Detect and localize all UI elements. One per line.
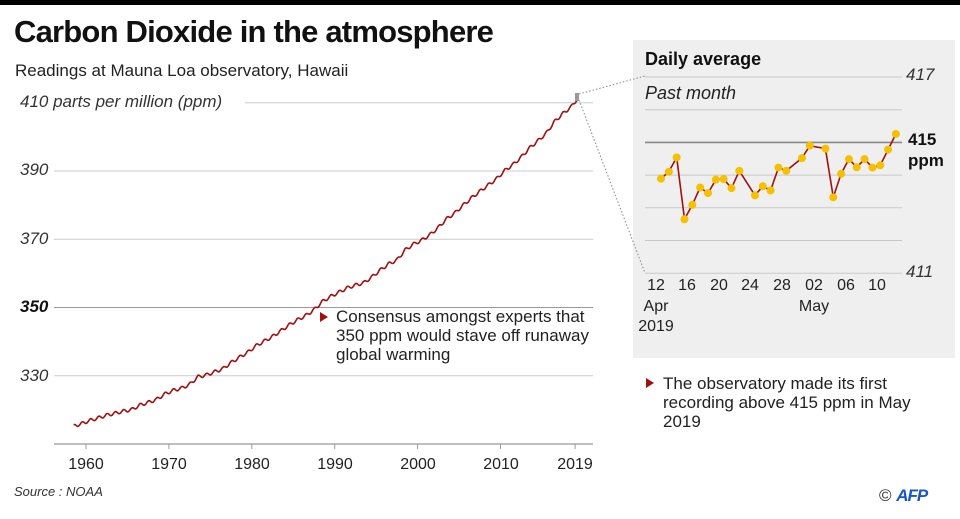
inset-y-tick-417: 417 xyxy=(906,65,935,84)
daily-point xyxy=(672,153,681,162)
connector-line-top xyxy=(578,75,646,95)
daily-point xyxy=(837,169,846,178)
daily-point xyxy=(844,155,853,164)
daily-point xyxy=(750,191,759,200)
daily-point xyxy=(657,174,665,183)
afp-logo: AFP xyxy=(896,486,928,505)
daily-point xyxy=(703,189,712,198)
inset-x-tick-24: 24 xyxy=(741,277,759,294)
daily-point xyxy=(719,175,728,184)
daily-point xyxy=(868,163,877,172)
y-tick-330: 330 xyxy=(20,366,49,385)
daily-point xyxy=(774,163,783,172)
copyright-symbol: © xyxy=(879,486,892,505)
inset-x-tick-20: 20 xyxy=(710,277,728,294)
inset-panel xyxy=(633,40,955,358)
x-tick-1960: 1960 xyxy=(68,456,104,473)
chart-subtitle: Readings at Mauna Loa observatory, Hawai… xyxy=(15,61,349,80)
annotation-350: Consensus amongst experts that 350 ppm w… xyxy=(336,307,589,364)
annotation-415: The observatory made its first recording… xyxy=(663,374,911,431)
y-tick-370: 370 xyxy=(20,229,49,248)
daily-point xyxy=(680,215,689,224)
top-bar xyxy=(0,0,960,5)
daily-point xyxy=(766,186,775,195)
daily-point xyxy=(884,145,893,154)
x-tick-1970: 1970 xyxy=(151,456,187,473)
y-tick-410: 410 parts per million (ppm) xyxy=(20,92,223,111)
inset-x-tick-28: 28 xyxy=(773,277,791,294)
inset-x-tick-06: 06 xyxy=(837,277,855,294)
connector-line-bottom xyxy=(578,99,646,274)
inset-title: Daily average xyxy=(645,49,762,69)
daily-point xyxy=(664,167,673,176)
x-tick-2000: 2000 xyxy=(400,456,436,473)
x-tick-1990: 1990 xyxy=(317,456,353,473)
daily-point xyxy=(688,200,697,209)
inset-y-tick-415: 415 ppm xyxy=(908,130,944,170)
inset-x-tick-12: 12 xyxy=(647,277,665,294)
daily-point xyxy=(711,175,720,184)
inset-x-tick-10: 10 xyxy=(868,277,886,294)
co2-series-line xyxy=(73,97,579,428)
y-tick-390: 390 xyxy=(20,160,49,179)
inset-y-tick-411: 411 xyxy=(906,262,934,281)
annotation-marker-icon xyxy=(646,378,654,388)
x-tick-2010: 2010 xyxy=(483,456,519,473)
daily-point xyxy=(696,183,705,192)
annotation-marker-icon xyxy=(320,312,328,322)
inset-x-tick-16: 16 xyxy=(678,277,696,294)
x-tick-2019: 2019 xyxy=(557,456,593,473)
daily-point xyxy=(758,182,767,191)
inset-x-sublabel-may: May xyxy=(798,298,830,315)
daily-point xyxy=(797,154,806,163)
chart-title: Carbon Dioxide in the atmosphere xyxy=(14,14,494,49)
inset-x-sublabel-2019: 2019 xyxy=(638,318,674,335)
daily-series-line xyxy=(660,133,897,222)
daily-point xyxy=(727,184,736,193)
inset-x-sublabel-apr: Apr xyxy=(643,298,669,315)
daily-point xyxy=(852,163,861,172)
inset-subtitle: Past month xyxy=(645,83,737,103)
x-tick-1980: 1980 xyxy=(234,456,270,473)
daily-point xyxy=(876,161,885,170)
daily-point xyxy=(891,129,900,138)
daily-point xyxy=(829,193,838,202)
highlight-marker xyxy=(575,93,579,101)
y-tick-350: 350 xyxy=(20,297,49,316)
daily-point xyxy=(782,166,791,175)
daily-point xyxy=(821,144,830,153)
daily-point xyxy=(735,166,744,175)
daily-point xyxy=(805,141,814,150)
inset-x-tick-02: 02 xyxy=(805,277,823,294)
source-note: Source : NOAA xyxy=(14,484,103,499)
daily-point xyxy=(860,155,869,164)
afp-credit: © AFP xyxy=(879,486,928,506)
